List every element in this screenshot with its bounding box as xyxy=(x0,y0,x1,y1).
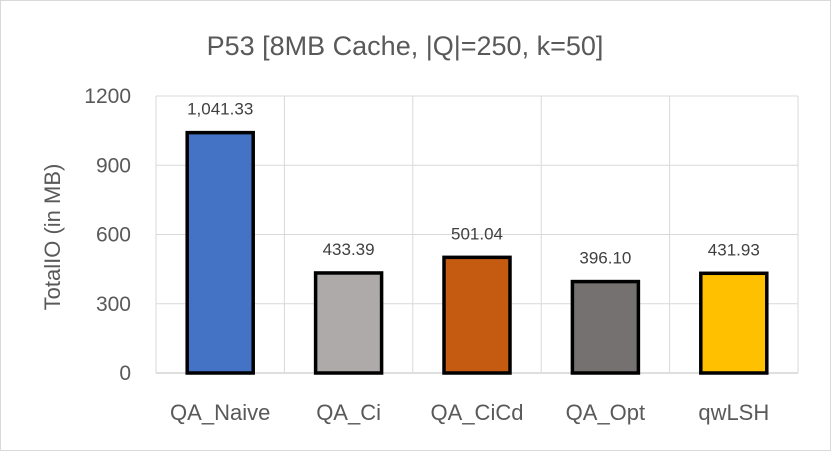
data-label: 1,041.33 xyxy=(187,100,253,119)
data-label: 396.10 xyxy=(579,249,631,268)
x-tick-label: QA_Opt xyxy=(566,400,645,425)
chart-title: P53 [8MB Cache, |Q|=250, k=50] xyxy=(207,31,604,61)
data-label: 431.93 xyxy=(708,240,760,259)
bar xyxy=(442,255,512,375)
y-tick-label: 900 xyxy=(96,154,131,177)
bar xyxy=(570,279,641,375)
bar xyxy=(313,271,384,375)
gridlines xyxy=(155,95,799,374)
data-label: 501.04 xyxy=(451,224,503,243)
y-tick-label: 0 xyxy=(119,362,131,385)
y-tick-label: 600 xyxy=(96,224,131,247)
bar xyxy=(185,130,255,375)
x-tick-label: QA_Ci xyxy=(316,400,381,425)
y-axis-label: TotalIO (in MB) xyxy=(40,164,65,311)
category-labels: QA_Naive QA_Ci QA_CiCd QA_Opt qwLSH xyxy=(170,400,769,425)
bars xyxy=(185,130,769,375)
x-tick-label: QA_Naive xyxy=(170,400,270,425)
y-axis-ticks: 0 300 600 900 1200 xyxy=(84,85,131,385)
data-label: 433.39 xyxy=(323,240,375,259)
y-tick-label: 1200 xyxy=(84,85,131,108)
x-tick-label: QA_CiCd xyxy=(431,400,524,425)
bar xyxy=(699,271,769,375)
data-labels: 1,041.33 433.39 501.04 396.10 431.93 xyxy=(187,100,760,268)
x-tick-label: qwLSH xyxy=(698,400,769,425)
y-tick-label: 300 xyxy=(96,293,131,316)
